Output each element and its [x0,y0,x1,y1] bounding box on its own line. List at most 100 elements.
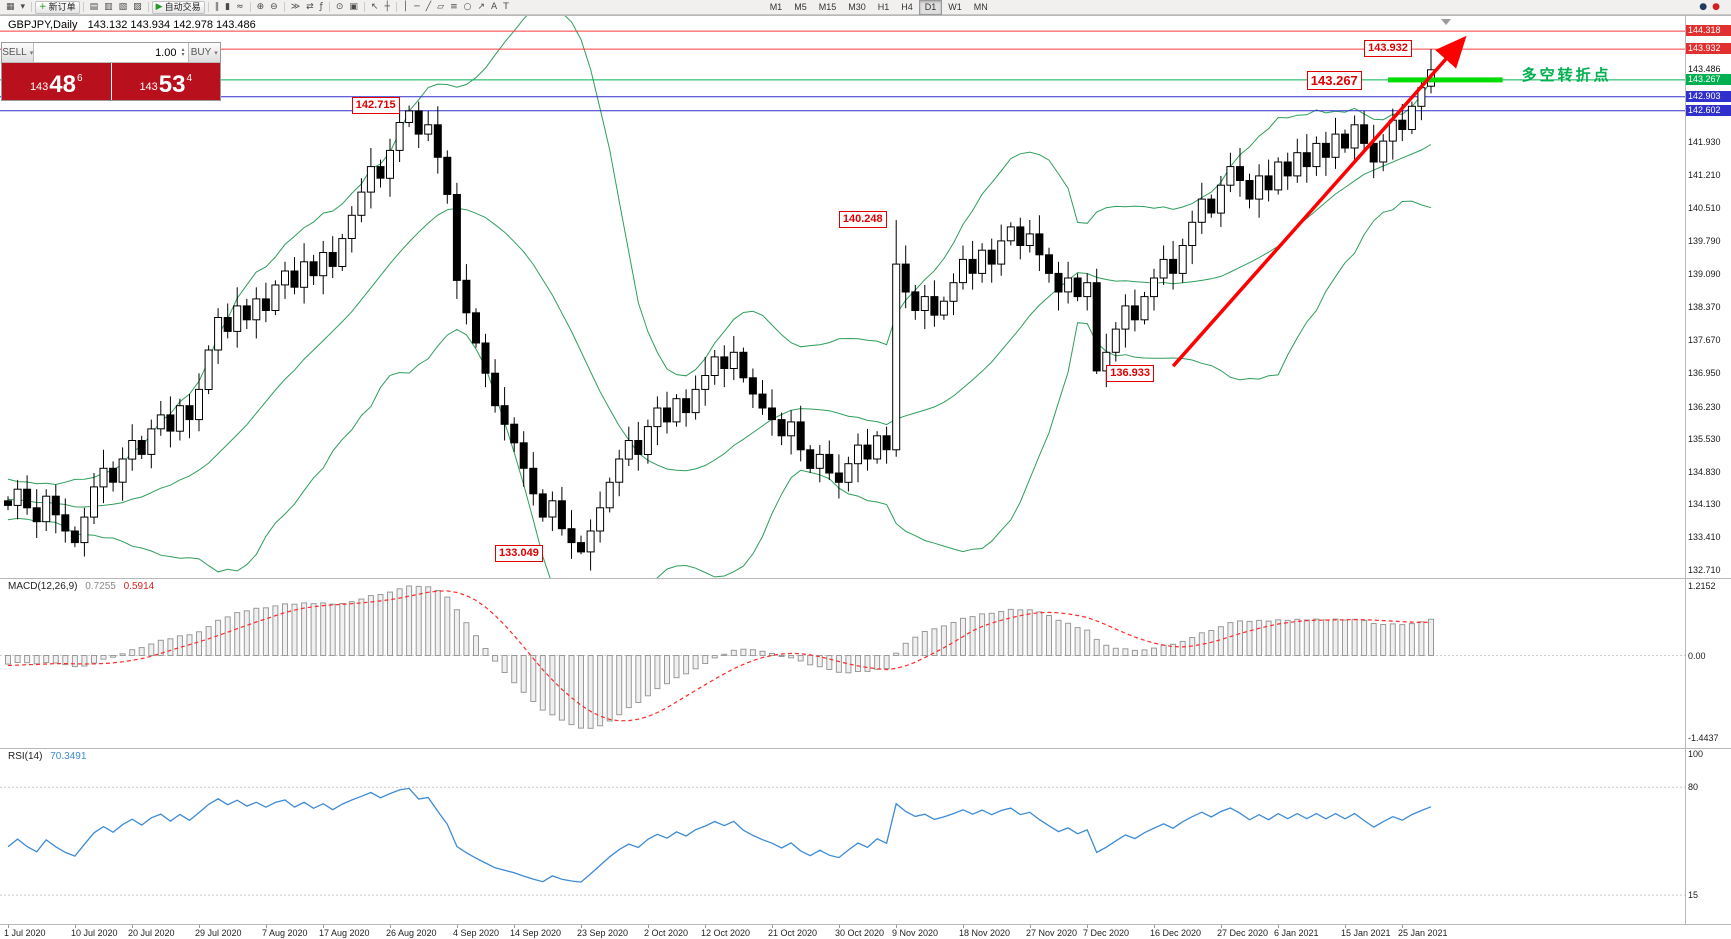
chart-shift-marker[interactable] [1441,19,1451,25]
candle [911,291,920,311]
candle [538,493,547,518]
price-annotation[interactable]: 133.049 [495,545,543,563]
macd-panel-separator[interactable] [0,578,1731,579]
auto-scroll-icon[interactable]: ≫ [290,2,301,12]
candle [4,500,12,506]
chart-shift-icon[interactable]: ⇄ [306,2,314,12]
highlight-segment[interactable] [1388,77,1503,83]
main-chart-canvas[interactable] [0,15,1685,578]
macd-indicator-label: MACD(12,26,9) 0.7255 0.5914 [8,581,154,592]
toolbar-right-icons: ● ● [1699,2,1720,12]
text-icon[interactable]: A [491,2,498,12]
candle [61,514,70,532]
trendline-icon[interactable]: ╱ [425,2,432,12]
market-watch-icon[interactable]: ▤ [89,2,99,12]
candle [1092,282,1101,372]
price-annotation[interactable]: 136.933 [1106,364,1155,382]
rsi-scale-label: 80 [1688,782,1699,793]
chart-profiles-icon[interactable]: ▾ [20,2,26,12]
ask-main: 53 [158,71,186,98]
rsi-panel-canvas[interactable] [0,748,1685,924]
channel-icon[interactable]: ▱ [437,2,445,12]
candle [147,428,156,455]
toolbar-group-separator [82,2,84,12]
timeframe-button-w1[interactable]: W1 [948,1,962,12]
new-order-button[interactable]: + 新订单 [35,0,80,14]
price-annotation[interactable]: 140.248 [838,211,887,229]
horizontal-line-icon[interactable]: ─ [414,2,420,12]
candle [1025,233,1034,246]
candlestick-mode-icon[interactable]: ▮ [225,2,231,12]
status-circle-red-icon[interactable]: ● [1712,2,1720,12]
fibonacci-icon[interactable]: ≡ [450,2,458,12]
date-tick [1030,925,1031,928]
sell-price-button[interactable]: 143 48 6 [2,63,112,100]
autotrading-button[interactable]: ▶ 自动交易 [151,0,205,14]
vertical-line-icon[interactable]: │ [402,2,409,12]
volume-input[interactable] [34,46,179,59]
cursor-icon[interactable]: ↖ [370,2,379,12]
stepper-up-icon[interactable]: ▴ [181,46,185,53]
timeframe-button-mn[interactable]: MN [973,1,988,12]
timeframe-button-h1[interactable]: H1 [877,1,890,12]
candle [42,495,51,523]
status-circle-blue-icon[interactable]: ● [1699,2,1708,12]
macd-name: MACD(12,26,9) [8,581,78,592]
rsi-panel-separator[interactable] [0,748,1731,749]
timeframe-button-m1[interactable]: M1 [769,1,783,12]
timeframe-button-m15[interactable]: M15 [818,1,837,12]
crosshair-icon[interactable]: ┼ [384,2,390,12]
buy-price-button[interactable]: 143 53 4 [111,63,220,100]
text-label-icon[interactable]: T [503,2,509,12]
trend-arrow[interactable] [1171,35,1467,368]
periods-icon[interactable]: ⊙ [335,2,344,12]
date-tick [1221,925,1222,928]
candle [1302,152,1311,168]
zoom-in-icon[interactable]: ⊕ [256,2,265,12]
arrows-icon[interactable]: ↗ [477,2,486,12]
price-annotation[interactable]: 143.932 [1364,40,1412,58]
date-axis[interactable]: 1 Jul 2020 10 Jul 2020 20 Jul 2020 29 Jul 2… [0,925,1685,939]
turning-point-label[interactable]: 多空转折点 [1521,66,1612,84]
sell-mode-button[interactable]: SELL ▾ [2,43,35,62]
chart-ohlc-values: 143.132 143.934 142.978 143.486 [87,19,256,31]
bar-chart-mode-icon[interactable]: ∥ [214,2,220,12]
candle [844,463,853,483]
new-chart-icon[interactable]: ▦ [6,2,15,12]
candle [615,458,624,483]
date-label: 26 Aug 2020 [386,928,437,938]
macd-panel-canvas[interactable] [0,578,1685,748]
price-annotation[interactable]: 143.267 [1306,70,1362,90]
date-label: 10 Jul 2020 [71,928,118,938]
price-axis[interactable]: 141.930 141.210 140.510 139.790 139.090 138.3… [1686,15,1731,924]
timeframe-button-h4[interactable]: H4 [901,1,913,12]
candle [739,351,748,379]
terminal-icon[interactable]: ▨ [133,2,142,12]
price-annotation[interactable]: 142.715 [351,96,400,114]
navigator-icon[interactable]: ▧ [118,2,128,12]
candle [1331,133,1340,158]
trade-panel-price-row: 143 48 6 143 53 4 [2,63,220,100]
date-tick [839,925,840,928]
chevron-down-icon: ▾ [214,49,218,57]
buy-mode-button[interactable]: BUY ▾ [187,43,220,62]
timeframe-button-m5[interactable]: M5 [794,1,807,12]
shapes-icon[interactable]: ○ [463,2,472,12]
ask-prefix: 143 [139,81,158,93]
volume-stepper[interactable]: ▴ ▾ [178,46,187,58]
timeframe-button-d1[interactable]: D1 [918,0,943,15]
candle [987,249,996,265]
stepper-down-icon[interactable]: ▾ [181,51,185,58]
timeframe-button-m30[interactable]: M30 [848,1,866,12]
candle [1006,226,1015,242]
candle [309,261,318,277]
line-chart-mode-icon[interactable]: ≈ [236,2,244,12]
rsi-scale-label: 15 [1688,890,1699,901]
buy-label: BUY [190,47,212,58]
price-scale-label: 132.710 [1688,564,1721,575]
templates-icon[interactable]: ▣ [349,2,358,12]
zoom-out-icon[interactable]: ⊖ [270,2,278,12]
data-window-icon[interactable]: ▥ [104,2,113,12]
indicators-icon[interactable]: ƒ [319,2,323,12]
